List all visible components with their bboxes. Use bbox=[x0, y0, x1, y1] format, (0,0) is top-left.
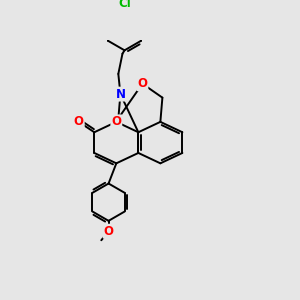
Text: O: O bbox=[74, 116, 84, 128]
Text: O: O bbox=[103, 225, 114, 238]
Text: Cl: Cl bbox=[118, 0, 131, 10]
Text: O: O bbox=[137, 77, 147, 90]
Text: O: O bbox=[111, 116, 121, 128]
Text: N: N bbox=[116, 88, 125, 100]
